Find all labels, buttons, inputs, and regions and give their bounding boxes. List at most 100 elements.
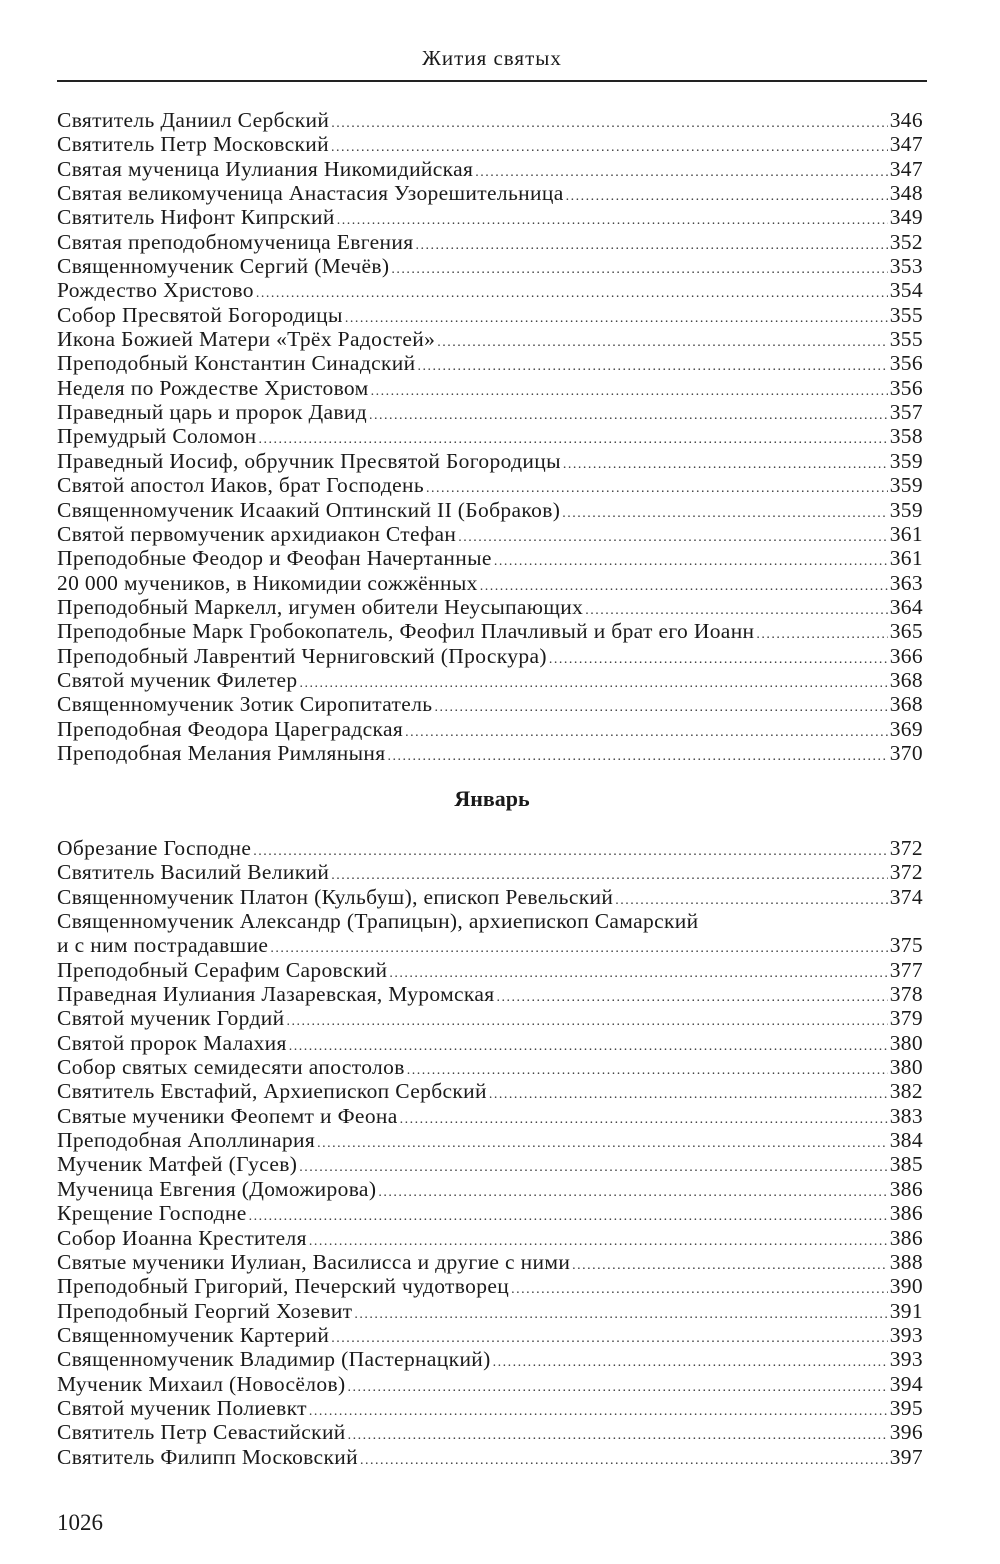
dot-leader [369,404,888,428]
toc-entry: Святой мученик Полиевкт 395 [57,1396,923,1420]
dot-leader [511,1278,888,1302]
entry-page: 386 [889,1201,923,1226]
dot-leader [249,1205,888,1229]
entry-title: Святой пророк Малахия [57,1030,287,1055]
toc-entry: Преподобный Григорий, Печерский чудотвор… [57,1274,923,1298]
entry-page: 388 [889,1249,923,1274]
entry-page: 390 [889,1274,923,1299]
toc-entry: Праведный Иосиф, обручник Пресвятой Бого… [57,449,923,473]
toc-section-january: Обрезание Господне372Святитель Василий В… [57,836,923,1469]
toc-entry: Святая великомученица Анастасия Узорешит… [57,181,923,205]
entry-page: 355 [889,327,923,352]
entry-page: 359 [889,448,923,473]
dot-leader [493,1351,888,1375]
entry-page: 348 [889,181,923,206]
entry-title: Священномученик Владимир (Пастернацкий) [57,1347,491,1372]
entry-title: Преподобный Лаврентий Черниговский (Прос… [57,643,547,668]
entry-title: 20 000 мучеников, в Никомидии сожжённых [57,570,478,595]
dot-leader [437,331,887,355]
entry-page: 380 [889,1030,923,1055]
toc-entry: Праведная Иулиания Лазаревская, Муромска… [57,982,923,1006]
dot-leader [253,840,887,864]
entry-title: Святой апостол Иаков, брат Господень [57,473,425,498]
entry-title: Обрезание Господне [57,836,252,860]
dot-leader [562,502,887,526]
entry-page: 386 [889,1176,923,1201]
toc-entry: Мученик Михаил (Новосёлов) 394 [57,1372,923,1396]
entry-page: 358 [889,424,923,449]
toc-entry: Святой мученик Гордий 379 [57,1006,923,1030]
entry-title: Священномученик Платон (Кульбуш), еписко… [57,884,614,909]
entry-title: Святая мученица Иулиания Никомидийская [57,156,474,181]
toc-entry: Собор Пресвятой Богородицы 355 [57,303,923,327]
entry-title: Праведный царь и пророк Давид [57,400,368,425]
dot-leader [400,1108,888,1132]
entry-title: Преподобная Феодора Цареградская [57,716,404,741]
entry-title: Рождество Христово [57,278,254,303]
entry-title: Святитель Филипп Московский [57,1444,358,1469]
entry-title: Преподобные Марк Гробокопатель, Феофил П… [57,619,755,644]
entry-page: 366 [889,643,923,668]
toc-entry: Священномученик Картерий 393 [57,1323,923,1347]
dot-leader [360,1449,888,1473]
entry-page: 375 [889,933,923,958]
entry-title: Святая великомученица Анастасия Узорешит… [57,181,564,206]
entry-title: Собор святых семидесяти апостолов [57,1055,405,1080]
toc-entry: Преподобная Аполлинария 384 [57,1128,923,1152]
dot-leader [497,986,888,1010]
dot-leader [563,453,888,477]
entry-page: 365 [889,619,923,644]
entry-title: Святой мученик Полиевкт [57,1395,307,1420]
entry-page: 372 [889,860,923,885]
dot-leader [378,1181,887,1205]
entry-title: Собор Иоанна Крестителя [57,1225,307,1250]
entry-title: Преподобные Феодор и Феофан Начертанные [57,546,492,571]
entry-page: 359 [889,473,923,498]
dot-leader [347,1376,887,1400]
toc-entry: Преподобный Константин Синадский 356 [57,351,923,375]
entry-title: Преподобный Георгий Хозевит [57,1298,353,1323]
running-head: Жития святых [422,46,562,70]
entry-page: 380 [889,1055,923,1080]
toc-entry: 20 000 мучеников, в Никомидии сожжённых 3… [57,571,923,595]
entry-title: Икона Божией Матери «Трёх Радостей» [57,327,436,352]
dot-leader [391,258,887,282]
toc-entry: Преподобный Маркелл, игумен обители Неус… [57,595,923,619]
toc-entry: Святитель Петр Севастийский 396 [57,1420,923,1444]
entry-page: 386 [889,1225,923,1250]
toc-entry: Рождество Христово 354 [57,278,923,302]
toc-entry: и с ним пострадавшие 375 [57,933,923,957]
entry-title: Праведная Иулиания Лазаревская, Муромска… [57,982,495,1007]
entry-page: 355 [889,302,923,327]
entry-title: Священномученик Зотик Сиропитатель [57,692,433,717]
dot-leader [348,1424,888,1448]
entry-title: Святые мученики Феопемт и Феона [57,1103,398,1128]
entry-page: 361 [889,546,923,571]
page-number: 1026 [57,1510,103,1535]
entry-page: 370 [889,740,923,765]
dot-leader [286,1010,887,1034]
toc-entry: Праведный царь и пророк Давид 357 [57,400,923,424]
entry-page: 346 [889,108,923,132]
toc-entry: Преподобный Серафим Саровский 377 [57,958,923,982]
entry-page: 393 [889,1347,923,1372]
entry-title: Святитель Петр Севастийский [57,1420,346,1445]
entry-page: 357 [889,400,923,425]
toc-entry: Священномученик Исаакий Оптинский II (Бо… [57,498,923,522]
dot-leader [756,623,887,647]
toc-entry: Святитель Петр Московский 347 [57,132,923,156]
toc-entry: Святой пророк Малахия 380 [57,1031,923,1055]
dot-leader [405,721,888,745]
dot-leader [331,112,887,136]
dot-leader [337,209,888,233]
entry-page: 347 [889,132,923,157]
header-rule [57,80,927,82]
entry-page: 378 [889,982,923,1007]
toc-entry: Преподобные Марк Гробокопатель, Феофил П… [57,619,923,643]
entry-title: Мученик Матфей (Гусев) [57,1152,298,1177]
entry-title: Священномученик Исаакий Оптинский II (Бо… [57,497,561,522]
toc-entry: Преподобный Георгий Хозевит 391 [57,1299,923,1323]
dot-leader [549,648,888,672]
entry-page: 397 [889,1444,923,1469]
dot-leader [309,1400,888,1424]
